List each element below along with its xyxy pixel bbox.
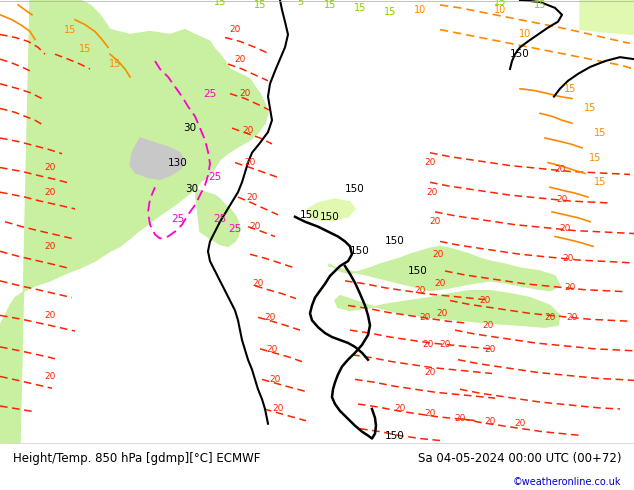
Text: 20: 20 [264,313,276,322]
Text: 20: 20 [455,415,466,423]
Text: 25: 25 [228,223,242,234]
Text: 20: 20 [44,242,56,251]
Text: 20: 20 [484,417,496,426]
Polygon shape [308,199,355,221]
Text: 130: 130 [168,158,188,168]
Text: 5: 5 [297,0,303,7]
Text: 20: 20 [439,341,451,349]
Text: 30: 30 [183,123,197,133]
Text: 20: 20 [564,283,576,292]
Text: 10: 10 [494,5,506,15]
Text: 150: 150 [385,431,405,441]
Text: 20: 20 [566,313,578,322]
Text: 20: 20 [545,313,555,322]
Text: 20: 20 [429,217,441,226]
Polygon shape [0,0,268,443]
Text: 15: 15 [254,0,266,10]
Text: 20: 20 [482,320,494,330]
Text: 20: 20 [247,193,257,201]
Text: 15: 15 [534,0,546,10]
Text: 20: 20 [269,375,281,384]
Text: 15: 15 [594,177,606,187]
Text: 20: 20 [424,158,436,167]
Text: 15: 15 [584,103,596,113]
Text: 20: 20 [422,341,434,349]
Text: 25: 25 [209,172,222,182]
Text: 15: 15 [564,84,576,94]
Text: 20: 20 [434,279,446,288]
Text: 20: 20 [414,286,425,295]
Text: 20: 20 [244,158,256,167]
Polygon shape [580,0,634,34]
Text: 20: 20 [230,25,241,34]
Text: 20: 20 [424,368,436,377]
Text: ©weatheronline.co.uk: ©weatheronline.co.uk [513,477,621,487]
Text: 10: 10 [519,29,531,40]
Text: 20: 20 [44,163,56,172]
Text: 20: 20 [419,313,430,322]
Text: 20: 20 [44,372,56,381]
Text: 150: 150 [350,246,370,256]
Polygon shape [328,246,560,291]
Text: 150: 150 [510,49,530,59]
Text: 20: 20 [424,409,436,418]
Text: 15: 15 [79,44,91,54]
Text: 30: 30 [185,184,198,194]
Text: 15: 15 [109,59,121,69]
Text: Sa 04-05-2024 00:00 UTC (00+72): Sa 04-05-2024 00:00 UTC (00+72) [418,452,621,465]
Text: 20: 20 [479,296,491,305]
Polygon shape [335,291,560,327]
Text: 20: 20 [273,404,283,414]
Text: 150: 150 [320,212,340,222]
Text: 15: 15 [384,7,396,17]
Text: 15: 15 [354,3,366,13]
Text: 15: 15 [589,153,601,163]
Text: 20: 20 [562,254,574,263]
Text: 150: 150 [385,237,405,246]
Text: 20: 20 [556,195,567,203]
Text: 20: 20 [394,404,406,414]
Polygon shape [195,189,240,246]
Text: 25: 25 [204,89,217,98]
Text: 20: 20 [559,224,571,233]
Text: 20: 20 [44,188,56,196]
Text: 25: 25 [214,214,226,224]
Text: 15: 15 [324,0,336,10]
Text: 150: 150 [408,266,428,276]
Text: 20: 20 [242,125,254,135]
Text: 20: 20 [426,188,437,196]
Text: 150: 150 [345,184,365,194]
Text: 15: 15 [214,0,226,7]
Text: 10: 10 [414,5,426,15]
Text: 20: 20 [432,250,444,259]
Text: 15: 15 [494,0,506,7]
Text: 20: 20 [239,89,250,98]
Text: 20: 20 [484,345,496,354]
Polygon shape [130,138,185,179]
Text: 20: 20 [554,165,566,174]
Text: 25: 25 [171,214,184,224]
Text: 20: 20 [266,345,278,354]
Text: 150: 150 [300,210,320,220]
Text: 15: 15 [64,24,76,35]
Text: 20: 20 [249,222,261,231]
Text: 20: 20 [44,311,56,320]
Text: 20: 20 [252,279,264,288]
Text: 20: 20 [436,309,448,318]
Text: 20: 20 [514,419,526,428]
Text: 15: 15 [594,128,606,138]
Text: 20: 20 [235,54,246,64]
Text: Height/Temp. 850 hPa [gdmp][°C] ECMWF: Height/Temp. 850 hPa [gdmp][°C] ECMWF [13,452,260,465]
